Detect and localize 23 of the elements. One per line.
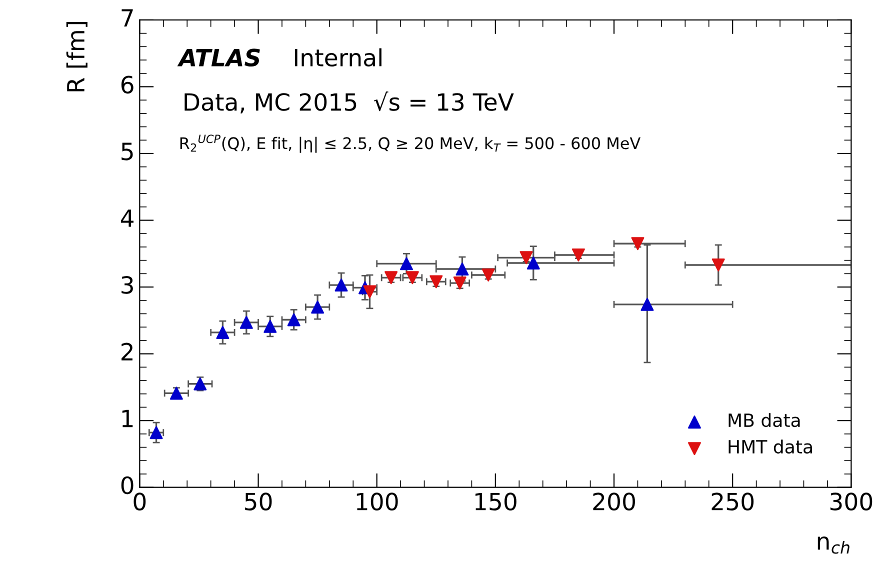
y-axis-title: R [fm]: [66, 22, 88, 92]
x-tick-label: 100: [356, 492, 398, 510]
y-tick-label: 1: [122, 410, 133, 428]
annotation: R$_{2}$$^{UCP}$(Q), E fit, |η| ≤ 2.5, Q ≥ 20 MeV, k$_{T}$ = 500 - 600 MeV: [180, 134, 641, 153]
y-tick-label: 7: [122, 9, 133, 26]
x-tick-label: 300: [830, 492, 872, 510]
annotation: ATLAS: [177, 48, 260, 67]
y-tick-label: 2: [122, 342, 132, 360]
y-tick-label: 6: [121, 76, 134, 94]
x-tick-label: 50: [245, 492, 272, 510]
x-tick-label: 250: [712, 492, 754, 510]
x-tick-label: 0: [134, 492, 146, 510]
annotation: Data, MC 2015 √s = 13 TeV: [184, 91, 514, 114]
x-tick-label: 150: [475, 492, 516, 510]
y-tick-label: 0: [121, 476, 134, 494]
legend-label: HMT data: [728, 440, 812, 454]
y-tick-label: 5: [122, 142, 133, 160]
x-tick-label: 200: [593, 492, 635, 510]
legend-label: MB data: [728, 413, 800, 428]
y-tick-label: 4: [120, 210, 134, 227]
y-tick-label: 3: [122, 276, 133, 294]
x-axis-title: n$_{ch}$: [818, 536, 850, 554]
annotation: Internal: [294, 48, 382, 67]
